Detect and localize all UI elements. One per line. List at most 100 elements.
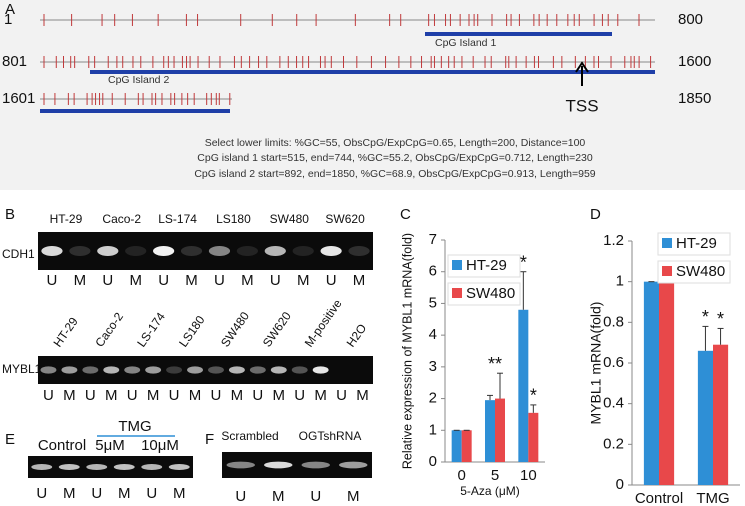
cell-line: LS180 bbox=[216, 212, 251, 226]
legend-label: HT-29 bbox=[466, 257, 507, 274]
legend-box bbox=[447, 254, 521, 278]
y-tick-label: 0.4 bbox=[603, 395, 624, 412]
y-axis-title: MYBL1 mRNA(fold) bbox=[588, 302, 604, 425]
gel-band bbox=[339, 461, 368, 469]
note: Select lower limits: %GC=55, ObsCpG/ExpC… bbox=[205, 137, 586, 149]
lane-label: M bbox=[272, 488, 285, 505]
note: CpG island 1 start=515, end=744, %GC=55.… bbox=[197, 152, 593, 164]
legend-label: SW480 bbox=[676, 263, 725, 280]
sequence-end: 1850 bbox=[678, 90, 711, 107]
lane-label: M bbox=[173, 485, 186, 502]
gel-band bbox=[180, 246, 203, 256]
gel-band bbox=[82, 366, 99, 374]
lane-label: U bbox=[235, 488, 246, 505]
y-tick-label: 1 bbox=[616, 273, 624, 290]
error-bar bbox=[530, 404, 537, 413]
error-bar bbox=[702, 325, 709, 351]
gel-band bbox=[166, 366, 183, 374]
gel-band bbox=[226, 461, 255, 469]
gel-band bbox=[40, 366, 57, 374]
lane-label: U bbox=[169, 387, 180, 404]
bar bbox=[518, 309, 529, 462]
lane-label: U bbox=[102, 272, 113, 289]
group-label: 5μM bbox=[95, 437, 124, 454]
y-tick-label: 0 bbox=[616, 476, 624, 493]
gel-band bbox=[153, 246, 175, 256]
gel-band bbox=[208, 246, 231, 256]
gel-band bbox=[348, 246, 370, 256]
error-bar bbox=[717, 327, 724, 345]
gel-band bbox=[320, 246, 342, 256]
gel-band bbox=[97, 246, 119, 256]
y-tick-label: 2 bbox=[429, 390, 437, 407]
lane-label: U bbox=[146, 485, 157, 502]
gel-band bbox=[208, 366, 224, 374]
y-tick-label: 0.2 bbox=[603, 435, 624, 452]
bar bbox=[659, 281, 675, 485]
gel-band bbox=[187, 366, 203, 374]
gel-band bbox=[270, 366, 287, 374]
cell-line: SW480 bbox=[270, 212, 310, 226]
lane-label: M bbox=[185, 272, 198, 289]
lane-label: M bbox=[273, 387, 286, 404]
gel bbox=[38, 232, 373, 270]
cell-line: LS180 bbox=[176, 313, 208, 350]
significance: * bbox=[520, 252, 527, 272]
lane-label: U bbox=[294, 387, 305, 404]
lane-label: M bbox=[105, 387, 118, 404]
lane-label: M bbox=[63, 485, 76, 502]
gel-band bbox=[41, 246, 63, 256]
group-label: Scrambled bbox=[221, 429, 278, 443]
tss-arrowhead bbox=[575, 61, 589, 73]
gel-band bbox=[145, 366, 162, 374]
lane-label: M bbox=[347, 488, 360, 505]
significance: * bbox=[717, 309, 724, 329]
error-bar bbox=[497, 372, 503, 399]
y-tick-label: 1.2 bbox=[603, 232, 624, 249]
tss-label: TSS bbox=[565, 96, 598, 115]
y-tick-label: 3 bbox=[429, 358, 437, 375]
sequence-start: 801 bbox=[2, 53, 27, 70]
sequence-start: 1601 bbox=[2, 90, 35, 107]
gel-band bbox=[301, 461, 330, 469]
cell-line: HT-29 bbox=[51, 314, 81, 349]
y-axis-title: Relative expression of MYBL1 mRNA(fold) bbox=[400, 233, 414, 469]
y-tick-label: 0.6 bbox=[603, 354, 624, 371]
gel-band bbox=[236, 246, 258, 256]
lane-label: M bbox=[118, 485, 131, 502]
bar bbox=[485, 400, 495, 462]
cell-line: Caco-2 bbox=[102, 212, 141, 226]
legend-swatch bbox=[452, 288, 462, 298]
gel-band bbox=[168, 464, 190, 470]
gel-band bbox=[249, 366, 266, 374]
lane-label: M bbox=[129, 272, 142, 289]
lane-label: M bbox=[147, 387, 160, 404]
sequence-start: 1 bbox=[4, 11, 12, 28]
lane-label: U bbox=[214, 272, 225, 289]
gel-band bbox=[264, 246, 286, 256]
legend-box bbox=[447, 282, 521, 306]
panel-a-background bbox=[0, 0, 745, 190]
lane-label: U bbox=[252, 387, 263, 404]
legend-label: HT-29 bbox=[676, 235, 717, 252]
y-tick-label: 6 bbox=[429, 263, 437, 280]
island-label: CpG Island 2 bbox=[108, 74, 169, 86]
group-label: Control bbox=[38, 437, 86, 454]
x-tick-label: 0 bbox=[457, 467, 465, 484]
group-label: 10μM bbox=[141, 437, 179, 454]
lane-label: M bbox=[353, 272, 366, 289]
sequence-end: 800 bbox=[678, 11, 703, 28]
error-bar bbox=[487, 394, 493, 401]
group-label: OGTshRNA bbox=[299, 429, 362, 443]
lane-label: U bbox=[310, 488, 321, 505]
lane-label: U bbox=[211, 387, 222, 404]
panel-label: D bbox=[590, 206, 601, 223]
gel-band bbox=[58, 464, 80, 470]
gene-label: MYBL1 bbox=[2, 362, 42, 376]
bar bbox=[713, 344, 729, 485]
gel-band bbox=[141, 464, 163, 470]
sequence-end: 1600 bbox=[678, 53, 711, 70]
gel-band bbox=[69, 246, 91, 256]
note: CpG island 2 start=892, end=1850, %GC=68… bbox=[194, 168, 595, 180]
